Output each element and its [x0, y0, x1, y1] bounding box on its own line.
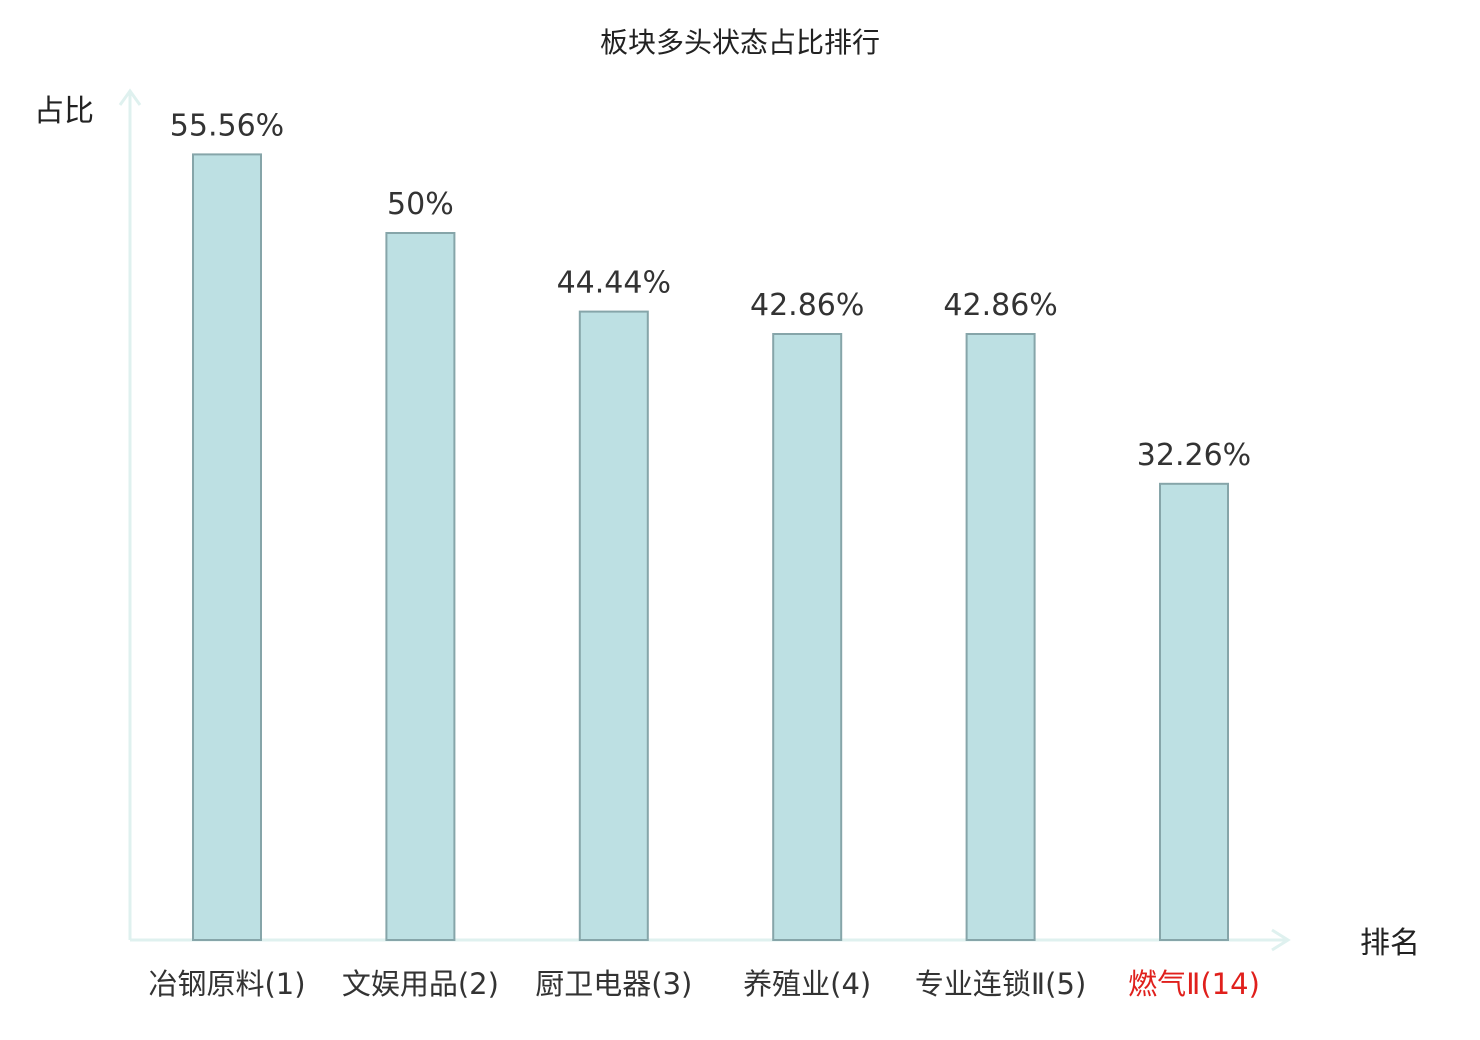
bar-value-label: 42.86% [750, 288, 864, 323]
category-label: 养殖业(4) [743, 967, 871, 1001]
bar-value-label: 44.44% [557, 266, 671, 301]
chart-title: 板块多头状态占比排行 [600, 26, 880, 59]
category-label: 专业连锁Ⅱ(5) [915, 967, 1086, 1001]
y-axis-label: 占比 [34, 94, 94, 129]
value-labels-group: 55.56% 50% 44.44% 42.86% 42.86% 32.26% [170, 108, 1251, 472]
bar [1159, 482, 1229, 941]
bar-value-label: 42.86% [943, 288, 1057, 323]
bar-value-label: 55.56% [170, 108, 284, 143]
category-labels-group: 冶钢原料(1) 文娱用品(2) 厨卫电器(3) 养殖业(4) 专业连锁Ⅱ(5) 燃气Ⅱ(1… [148, 967, 1259, 1001]
y-axis-arrow-icon [118, 88, 142, 106]
x-axis-label: 排名 [1360, 926, 1420, 961]
bar-value-label: 32.26% [1137, 438, 1251, 473]
bar [772, 333, 843, 941]
category-label: 厨卫电器(3) [535, 967, 692, 1001]
bar [965, 333, 1036, 941]
category-label: 冶钢原料(1) [148, 967, 305, 1001]
x-axis-arrow-icon [1271, 928, 1291, 952]
category-label: 燃气Ⅱ(14) [1128, 967, 1260, 1001]
axes [118, 88, 1291, 952]
bar-value-label: 50% [387, 187, 454, 222]
category-label: 文娱用品(2) [342, 967, 499, 1001]
bar [385, 232, 456, 941]
bar [578, 310, 649, 942]
bar [192, 153, 262, 941]
bars-group [192, 153, 1229, 942]
